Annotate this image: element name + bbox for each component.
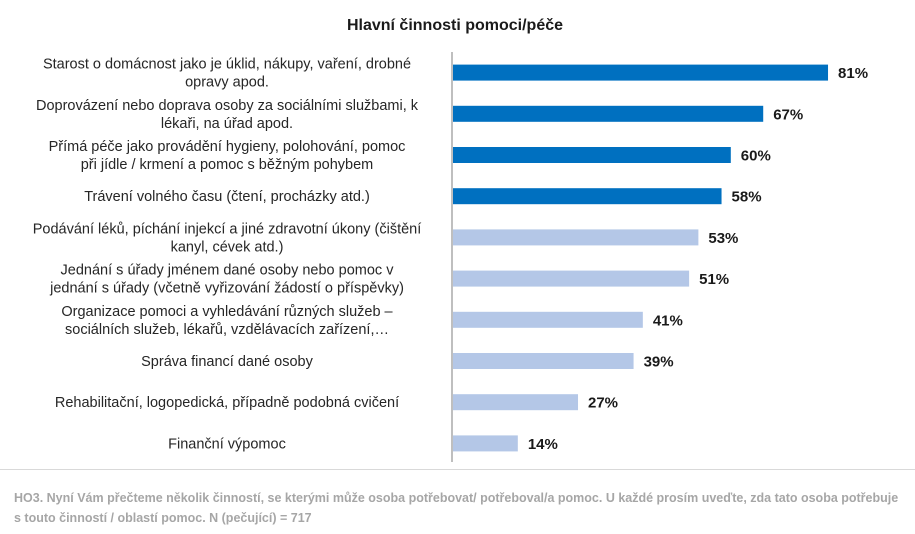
bar-5 bbox=[453, 229, 699, 246]
category-label-line: opravy apod. bbox=[185, 75, 269, 91]
category-label-line: Správa financí dané osoby bbox=[141, 354, 313, 370]
category-label-line: kanyl, cévek atd.) bbox=[171, 239, 284, 255]
value-label-6: 51% bbox=[699, 271, 729, 288]
bar-4 bbox=[453, 188, 722, 205]
category-label-line: sociálních služeb, lékařů, vzdělávacích … bbox=[65, 322, 389, 338]
value-label-7: 41% bbox=[653, 312, 683, 329]
value-label-3: 60% bbox=[741, 148, 771, 165]
category-label-line: Finanční výpomoc bbox=[168, 436, 286, 452]
category-label-line: jednání s úřady (včetně vyřizování žádos… bbox=[49, 281, 404, 297]
category-label-line: Organizace pomoci a vyhledávání různých … bbox=[61, 304, 393, 320]
chart-title: Hlavní činnosti pomoci/péče bbox=[347, 17, 563, 34]
category-label-line: při jídle / krmení a pomoc s běžným pohy… bbox=[81, 157, 374, 173]
category-label-6: Jednání s úřady jménem dané osoby nebo p… bbox=[49, 263, 404, 297]
category-label-2: Doprovázení nebo doprava osoby za sociál… bbox=[36, 98, 419, 132]
category-label-10: Finanční výpomoc bbox=[168, 436, 286, 452]
bar-3 bbox=[453, 147, 731, 163]
category-label-line: Trávení volného času (čtení, procházky a… bbox=[84, 189, 370, 205]
value-label-2: 67% bbox=[773, 106, 803, 123]
category-label-line: Doprovázení nebo doprava osoby za sociál… bbox=[36, 98, 419, 114]
value-label-1: 81% bbox=[838, 65, 868, 82]
bar-6 bbox=[453, 270, 690, 287]
category-label-1: Starost o domácnost jako je úklid, nákup… bbox=[43, 57, 411, 91]
category-label-3: Přímá péče jako provádění hygieny, poloh… bbox=[49, 139, 406, 173]
bar-8 bbox=[453, 353, 634, 369]
category-label-8: Správa financí dané osoby bbox=[141, 354, 313, 370]
bar-chart: Hlavní činnosti pomoci/péče 81% Starost o… bbox=[33, 17, 868, 462]
category-label-line: lékaři, na úřad apod. bbox=[161, 116, 293, 132]
value-label-5: 53% bbox=[708, 230, 738, 247]
category-label-5: Podávání léků, píchání injekcí a jiné zd… bbox=[33, 221, 422, 255]
category-label-7: Organizace pomoci a vyhledávání různých … bbox=[61, 304, 393, 338]
bar-2 bbox=[453, 105, 764, 122]
value-label-8: 39% bbox=[644, 354, 674, 371]
divider bbox=[0, 469, 915, 470]
category-label-line: Přímá péče jako provádění hygieny, poloh… bbox=[49, 139, 406, 155]
bars-group: 81% Starost o domácnost jako je úklid, ná… bbox=[33, 57, 868, 453]
category-label-4: Trávení volného času (čtení, procházky a… bbox=[84, 189, 370, 205]
value-label-4: 58% bbox=[732, 189, 762, 206]
bar-9 bbox=[453, 394, 579, 411]
bar-7 bbox=[453, 311, 643, 328]
category-label-line: Jednání s úřady jménem dané osoby nebo p… bbox=[61, 263, 395, 279]
bar-10 bbox=[453, 435, 518, 452]
category-label-line: Podávání léků, píchání injekcí a jiné zd… bbox=[33, 221, 422, 237]
value-label-9: 27% bbox=[588, 395, 618, 412]
bar-1 bbox=[453, 64, 829, 81]
footnote: HO3. Nyní Vám přečteme několik činností,… bbox=[14, 491, 899, 525]
category-label-9: Rehabilitační, logopedická, případně pod… bbox=[55, 395, 399, 411]
value-label-10: 14% bbox=[528, 436, 558, 453]
category-label-line: Starost o domácnost jako je úklid, nákup… bbox=[43, 57, 411, 73]
category-label-line: Rehabilitační, logopedická, případně pod… bbox=[55, 395, 399, 411]
